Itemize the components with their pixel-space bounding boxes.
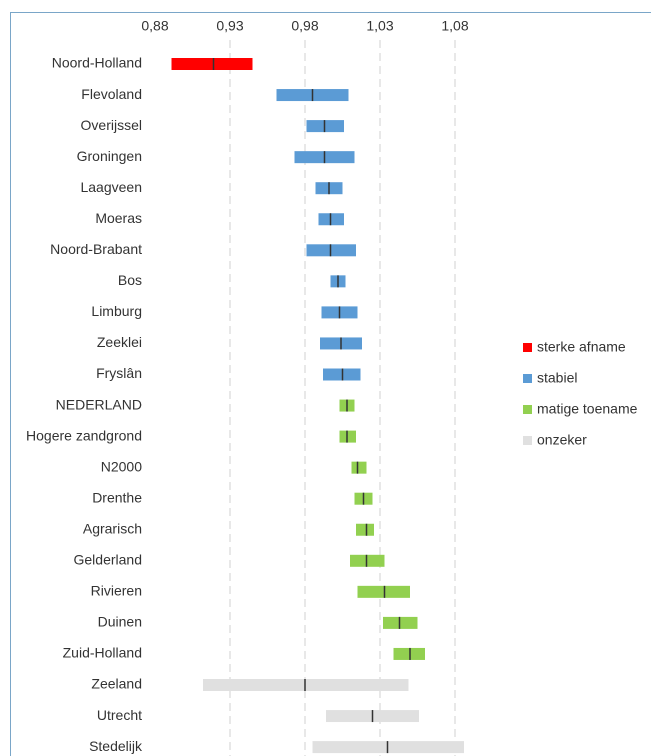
range-bar [351,461,367,474]
row-label: Utrecht [97,707,142,723]
row-label: Duinen [98,614,142,630]
x-tick-label: 1,03 [366,18,393,34]
x-tick-label: 1,08 [441,18,468,34]
row-label: N2000 [101,458,142,474]
row-label: Hogere zandgrond [26,427,142,443]
legend-label: stabiel [537,370,577,386]
row-label: Stedelijk [89,738,143,754]
legend-label: matige toename [537,401,638,417]
row-label: Flevoland [81,86,142,102]
legend-swatch [523,436,532,445]
row-label: Noord-Brabant [50,241,142,257]
x-tick-label: 0,88 [141,18,168,34]
row-label: Noord-Holland [52,55,142,71]
row-label: Bos [118,272,142,288]
legend-swatch [523,374,532,383]
row-label: Zeeklei [97,334,142,350]
row-label: Fryslân [96,365,142,381]
row-label: Overijssel [81,117,142,133]
frame [10,12,651,756]
row-label: Groningen [77,148,142,164]
row-label: NEDERLAND [56,396,142,412]
range-bar [356,523,374,536]
x-tick-label: 0,93 [216,18,243,34]
row-label: Rivieren [91,583,142,599]
row-label: Zuid-Holland [63,645,142,661]
row-label: Moeras [95,210,142,226]
legend-label: sterke afname [537,339,626,355]
row-label: Gelderland [74,552,143,568]
range-bar [171,58,253,70]
legend-swatch [523,343,532,352]
row-label: Agrarisch [83,520,142,536]
legend-label: onzeker [537,432,587,448]
row-label: Drenthe [92,489,142,505]
x-tick-label: 0,98 [291,18,318,34]
row-label: Limburg [91,303,142,319]
legend-swatch [523,405,532,414]
row-label: Laagveen [80,179,142,195]
row-label: Zeeland [91,676,142,692]
